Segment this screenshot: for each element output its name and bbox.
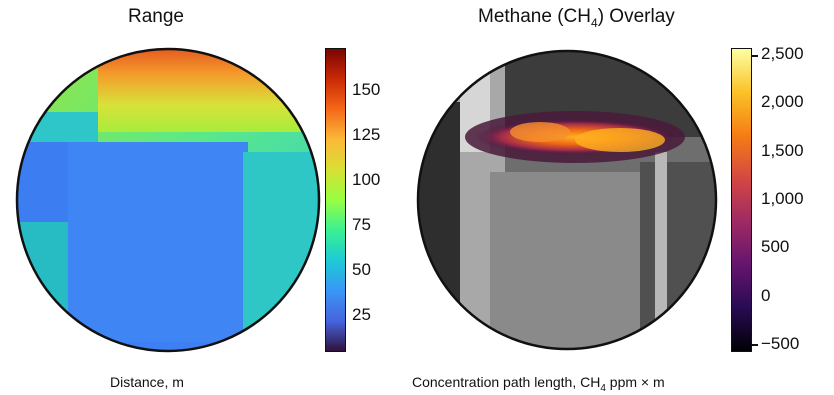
- range-tick-label: 75: [352, 215, 371, 234]
- range-colorbar: [325, 48, 346, 352]
- methane-tick-label: 500: [761, 237, 790, 256]
- methane-tick-mark: [752, 344, 758, 346]
- range-title: Range: [128, 6, 184, 27]
- methane-tick-label: 2,000: [761, 92, 804, 111]
- range-caption: Distance, m: [110, 374, 184, 390]
- methane-tick-label: 1,500: [761, 141, 804, 160]
- methane-colorbar: [731, 48, 752, 352]
- methane-tick-label: 2,500: [761, 44, 804, 63]
- range-tick-label: 25: [352, 305, 371, 324]
- methane-title: Methane (CH4) Overlay: [478, 6, 675, 30]
- methane-overlay-image: [416, 49, 718, 351]
- range-tick-label: 100: [352, 170, 381, 189]
- range-tick-label: 150: [352, 80, 381, 99]
- range-tick-label: 125: [352, 125, 381, 144]
- range-image: [15, 47, 321, 353]
- methane-tick-label: 1,000: [761, 189, 804, 208]
- methane-tick-label: 0: [761, 286, 771, 305]
- methane-caption: Concentration path length, CH4 ppm × m: [412, 374, 665, 394]
- methane-tick-mark: [752, 55, 758, 57]
- range-tick-label: 50: [352, 260, 371, 279]
- methane-tick-label: −500: [761, 334, 800, 353]
